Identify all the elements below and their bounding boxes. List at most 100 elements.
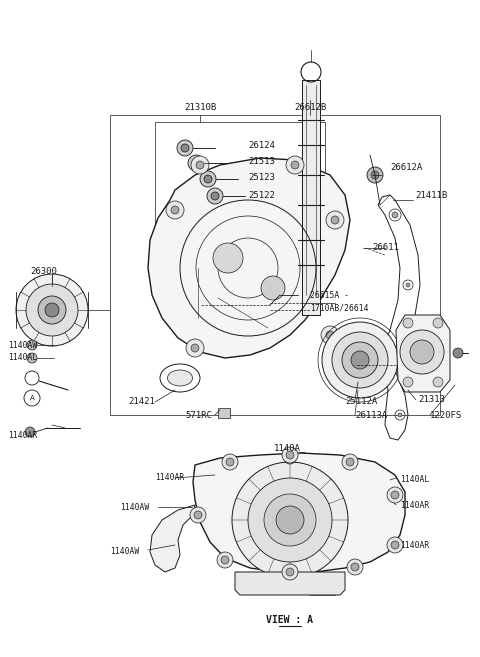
Circle shape xyxy=(398,348,402,352)
Bar xyxy=(302,80,320,315)
Text: 1140AR: 1140AR xyxy=(8,430,37,440)
Bar xyxy=(218,408,230,418)
Circle shape xyxy=(282,447,298,463)
Bar xyxy=(110,115,440,415)
Text: 25122: 25122 xyxy=(248,191,275,200)
Circle shape xyxy=(45,303,59,317)
Circle shape xyxy=(398,413,402,417)
Text: 26611: 26611 xyxy=(372,244,399,252)
Text: 1140AR: 1140AR xyxy=(155,474,184,482)
Text: 21310B: 21310B xyxy=(184,104,216,112)
Text: 25123: 25123 xyxy=(248,173,275,183)
Circle shape xyxy=(221,556,229,564)
Circle shape xyxy=(38,296,66,324)
Circle shape xyxy=(331,216,339,224)
Circle shape xyxy=(196,161,204,169)
Circle shape xyxy=(326,211,344,229)
Circle shape xyxy=(26,284,78,336)
Circle shape xyxy=(410,340,434,364)
Text: 1220FS: 1220FS xyxy=(430,411,462,420)
Circle shape xyxy=(326,331,334,339)
Text: 25112A: 25112A xyxy=(345,397,377,407)
Circle shape xyxy=(403,377,413,387)
Polygon shape xyxy=(150,505,195,572)
Text: 1140AR: 1140AR xyxy=(400,501,429,509)
Circle shape xyxy=(433,377,443,387)
Circle shape xyxy=(276,506,304,534)
Circle shape xyxy=(213,243,243,273)
Bar xyxy=(155,122,325,230)
Circle shape xyxy=(190,507,206,523)
Circle shape xyxy=(171,206,179,214)
Circle shape xyxy=(16,274,88,346)
Text: VIEW : A: VIEW : A xyxy=(266,615,313,625)
Circle shape xyxy=(391,491,399,499)
Circle shape xyxy=(286,568,294,576)
Text: 1140AW: 1140AW xyxy=(120,503,149,512)
Text: 1140A_: 1140A_ xyxy=(274,443,306,453)
Circle shape xyxy=(346,458,354,466)
Circle shape xyxy=(453,348,463,358)
Circle shape xyxy=(186,339,204,357)
Circle shape xyxy=(347,559,363,575)
Circle shape xyxy=(232,462,348,578)
Circle shape xyxy=(192,159,200,167)
Circle shape xyxy=(177,140,193,156)
Circle shape xyxy=(282,564,298,580)
Text: 21411B: 21411B xyxy=(415,191,447,200)
Text: 1140AR: 1140AR xyxy=(400,541,429,549)
Circle shape xyxy=(371,171,379,179)
Polygon shape xyxy=(396,315,450,392)
Circle shape xyxy=(166,201,184,219)
Circle shape xyxy=(188,155,204,171)
Text: 26615A -: 26615A - xyxy=(310,290,349,300)
Circle shape xyxy=(286,156,304,174)
Text: 26113A: 26113A xyxy=(355,411,387,420)
Circle shape xyxy=(387,537,403,553)
Circle shape xyxy=(351,563,359,571)
Text: 1710AB/26614: 1710AB/26614 xyxy=(310,304,369,313)
Circle shape xyxy=(191,156,209,174)
Circle shape xyxy=(194,511,202,519)
Ellipse shape xyxy=(168,370,192,386)
Text: 1140AW: 1140AW xyxy=(110,547,139,556)
Circle shape xyxy=(226,458,234,466)
Circle shape xyxy=(406,283,410,287)
Polygon shape xyxy=(148,158,350,358)
Circle shape xyxy=(264,494,316,546)
Circle shape xyxy=(392,212,398,218)
Circle shape xyxy=(222,454,238,470)
Circle shape xyxy=(200,171,216,187)
Circle shape xyxy=(286,451,294,459)
Text: 571RC: 571RC xyxy=(185,411,212,420)
Circle shape xyxy=(211,192,219,200)
Text: 26300: 26300 xyxy=(30,267,57,277)
Circle shape xyxy=(248,478,332,562)
Text: 1140AL: 1140AL xyxy=(8,353,37,363)
Polygon shape xyxy=(193,453,405,572)
Text: 26612A: 26612A xyxy=(390,164,422,173)
Circle shape xyxy=(217,552,233,568)
Circle shape xyxy=(261,276,285,300)
Polygon shape xyxy=(235,572,345,595)
Circle shape xyxy=(27,340,37,350)
Circle shape xyxy=(322,322,398,398)
Bar xyxy=(310,580,335,595)
Circle shape xyxy=(321,326,339,344)
Circle shape xyxy=(387,487,403,503)
Circle shape xyxy=(391,541,399,549)
Text: 1140AW: 1140AW xyxy=(8,340,37,350)
Circle shape xyxy=(27,353,37,363)
Circle shape xyxy=(332,332,388,388)
Text: 21421: 21421 xyxy=(128,397,155,407)
Circle shape xyxy=(351,351,369,369)
Text: 21513: 21513 xyxy=(248,158,275,166)
Text: 26124: 26124 xyxy=(248,141,275,150)
Circle shape xyxy=(191,344,199,352)
Circle shape xyxy=(367,167,383,183)
Circle shape xyxy=(342,342,378,378)
Circle shape xyxy=(433,318,443,328)
Circle shape xyxy=(207,188,223,204)
Circle shape xyxy=(342,454,358,470)
Text: 26612B: 26612B xyxy=(294,104,326,112)
